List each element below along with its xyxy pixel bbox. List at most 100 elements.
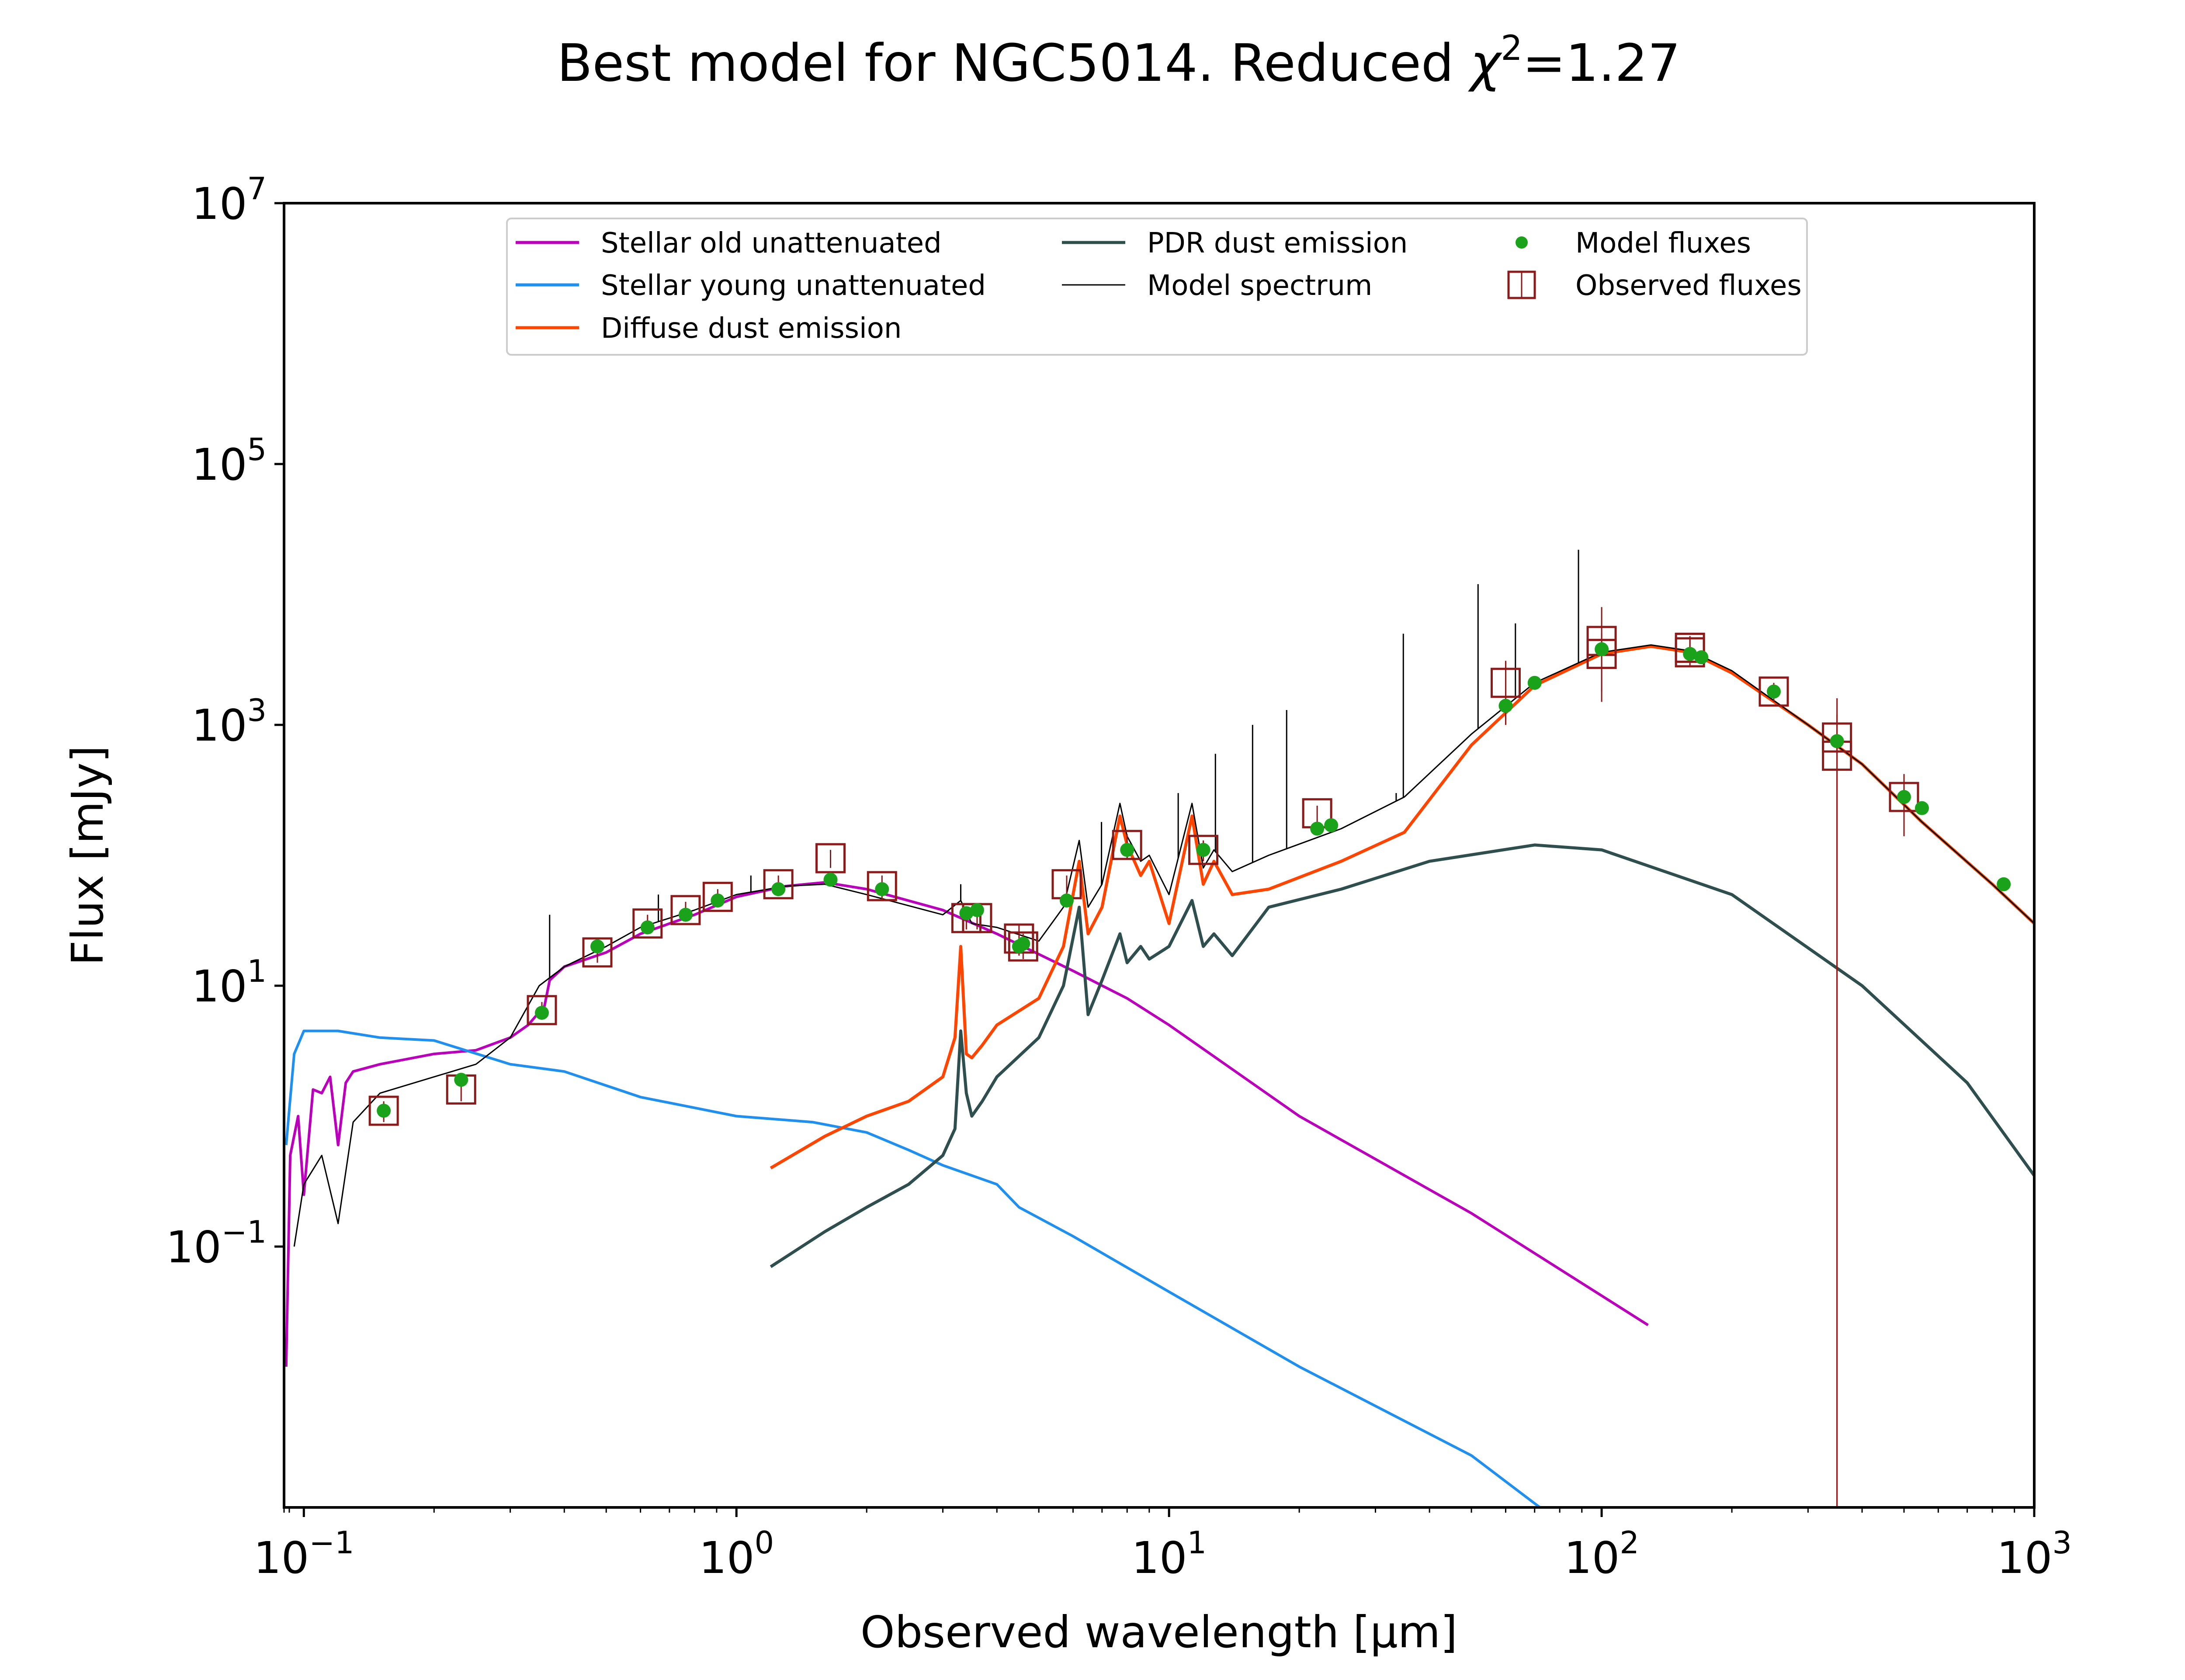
- model-flux-point: [1498, 699, 1513, 713]
- observed-flux-marker: [1008, 931, 1038, 962]
- x-tick-label-exponent: 1: [1187, 1525, 1207, 1561]
- observed-flux-marker: [1822, 722, 1852, 753]
- y-tick-label-exponent: 5: [247, 432, 267, 468]
- x-tick-label-base: 10: [699, 1532, 754, 1583]
- model-flux-point: [1196, 843, 1210, 857]
- observed-flux-marker: [815, 843, 846, 873]
- series-line-stellar-old-unattenuated: [284, 881, 1649, 1367]
- y-tick-label-exponent: −1: [222, 1214, 267, 1250]
- model-flux-point: [1016, 936, 1030, 951]
- chart-title-chi: χ: [1467, 33, 1502, 93]
- x-tick-label: 10−1: [253, 1525, 354, 1583]
- x-tick-label-exponent: 2: [1620, 1525, 1639, 1561]
- observed-flux-marker: [527, 995, 557, 1025]
- observed-flux-marker: [670, 895, 701, 925]
- model-flux-point: [1694, 650, 1709, 665]
- observed-flux-marker: [1490, 668, 1521, 698]
- model-flux-point: [1914, 801, 1929, 815]
- chart-title-main: Best model for NGC5014. Reduced: [557, 33, 1471, 93]
- legend-label-model-spectrum: Model spectrum: [1147, 270, 1372, 302]
- observed-flux-marker: [582, 937, 613, 968]
- model-flux-point: [1059, 894, 1074, 908]
- x-tick-label: 101: [1131, 1525, 1207, 1583]
- y-tick-label: 103: [191, 693, 267, 751]
- legend-label-observed-fluxes: Observed fluxes: [1575, 270, 1802, 302]
- model-flux-point: [875, 882, 889, 897]
- plot-frame: [283, 202, 2036, 1509]
- observed-flux-marker: [1112, 830, 1142, 860]
- y-tick-label-base: 10: [191, 700, 247, 751]
- model-flux-point: [959, 906, 974, 920]
- legend-label-diffuse-dust-emission: Diffuse dust emission: [601, 312, 902, 345]
- model-flux-point: [771, 882, 786, 897]
- x-tick-label-exponent: 0: [755, 1525, 774, 1561]
- y-axis-label: Flux [mJy]: [62, 745, 113, 966]
- model-flux-point: [1120, 843, 1134, 857]
- y-tick-label-exponent: 7: [247, 171, 267, 207]
- series-line-stellar-young-unattenuated: [284, 1029, 1541, 1507]
- model-flux-point: [1595, 642, 1609, 656]
- legend-swatch-model-fluxes: [1516, 236, 1528, 249]
- legend: Stellar old unattenuated Stellar young un…: [506, 218, 1808, 356]
- legend-label-model-fluxes: Model fluxes: [1575, 227, 1751, 260]
- y-tick-label-exponent: 1: [247, 953, 267, 989]
- observed-flux-marker: [632, 908, 663, 939]
- y-tick-label: 107: [191, 171, 267, 229]
- legend-label-stellar-old-unattenuated: Stellar old unattenuated: [601, 227, 942, 260]
- x-tick-label: 102: [1564, 1525, 1639, 1583]
- observed-flux-marker: [867, 871, 897, 901]
- observed-flux-marker: [1188, 835, 1219, 865]
- model-flux-point: [823, 873, 838, 887]
- plot-content: [284, 550, 2034, 1507]
- series-line-model-spectrum: [293, 644, 2034, 1247]
- model-flux-point: [1527, 675, 1542, 690]
- y-tick-label-base: 10: [166, 1222, 222, 1273]
- observed-flux-marker: [368, 1095, 399, 1126]
- model-flux-point: [970, 903, 984, 917]
- model-flux-point: [454, 1073, 468, 1087]
- x-tick-label-base: 10: [253, 1532, 309, 1583]
- x-tick-label-base: 10: [1997, 1532, 2052, 1583]
- y-tick-label-exponent: 3: [247, 693, 267, 728]
- y-tick-label: 10−1: [166, 1214, 267, 1273]
- legend-label-stellar-young-unattenuated: Stellar young unattenuated: [601, 270, 986, 302]
- model-flux-point: [1324, 818, 1339, 832]
- x-tick-label: 100: [699, 1525, 774, 1583]
- observed-flux-marker: [1758, 676, 1789, 707]
- model-flux-point: [534, 1005, 549, 1020]
- observed-flux-marker: [702, 882, 733, 912]
- y-tick-label-base: 10: [191, 961, 247, 1012]
- observed-flux-marker: [1675, 633, 1705, 663]
- x-tick-label-base: 10: [1564, 1532, 1620, 1583]
- model-flux-point: [640, 920, 655, 935]
- model-flux-point: [1310, 821, 1325, 836]
- x-tick-label-base: 10: [1131, 1532, 1187, 1583]
- legend-label-pdr-dust-emission: PDR dust emission: [1147, 227, 1408, 260]
- model-flux-point: [1683, 647, 1697, 661]
- model-flux-point: [590, 939, 604, 954]
- model-flux-point: [1767, 684, 1781, 699]
- model-flux-point: [1897, 790, 1911, 804]
- legend-box: [506, 218, 1808, 356]
- model-flux-point: [678, 908, 693, 922]
- model-flux-point: [1997, 877, 2011, 891]
- chart-title-chi-exp: 2: [1501, 29, 1523, 68]
- observed-flux-marker: [763, 869, 794, 900]
- observed-flux-marker: [1889, 782, 1919, 812]
- model-flux-point: [711, 894, 725, 908]
- model-flux-point: [1830, 734, 1844, 748]
- x-axis-label: Observed wavelength [μm]: [860, 1607, 1457, 1658]
- x-tick-label-exponent: 3: [2052, 1525, 2072, 1561]
- model-flux-point: [377, 1104, 391, 1118]
- x-tick-label: 103: [1997, 1525, 2072, 1583]
- series-line-pdr-dust-emission: [770, 843, 2034, 1268]
- chart-title: Best model for NGC5014. Reduced χ2=1.27: [557, 29, 1681, 93]
- y-tick-label-base: 10: [191, 178, 247, 229]
- x-tick-label-exponent: −1: [309, 1525, 354, 1561]
- y-tick-label: 101: [191, 953, 267, 1012]
- chart-title-value: =1.27: [1523, 33, 1681, 93]
- y-tick-label: 105: [191, 432, 267, 490]
